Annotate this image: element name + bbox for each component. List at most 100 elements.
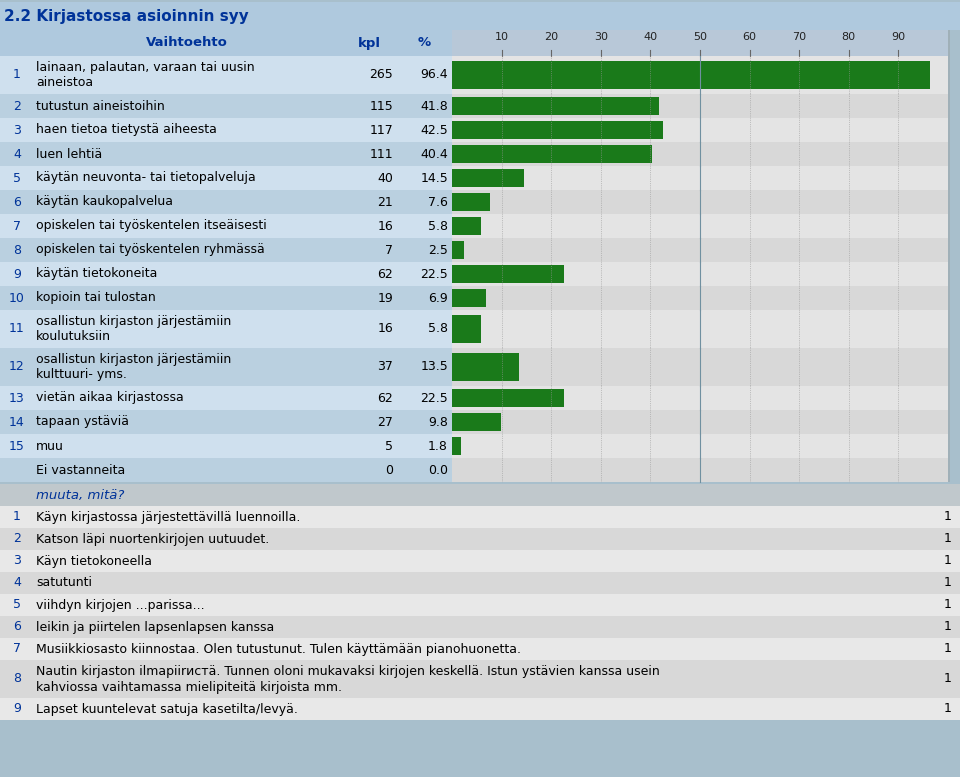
Bar [0,484,960,506]
Text: 27: 27 [377,416,393,428]
Text: haen tietoa tietystä aiheesta: haen tietoa tietystä aiheesta [36,124,217,137]
Bar [0,94,452,118]
Text: 10: 10 [494,32,509,42]
Text: satutunti: satutunti [36,577,92,590]
Bar [452,386,948,410]
Bar [0,142,452,166]
Text: osallistun kirjaston järjestämiin: osallistun kirjaston järjestämiin [36,315,231,328]
Text: tapaan ystäviä: tapaan ystäviä [36,416,129,428]
Text: 2: 2 [13,99,21,113]
Bar [452,193,490,211]
Bar [452,61,930,89]
Text: 5: 5 [385,440,393,452]
Text: käytän kaukopalvelua: käytän kaukopalvelua [36,196,173,208]
Text: 6: 6 [13,621,21,633]
Bar [0,528,960,550]
Text: 1: 1 [944,577,952,590]
Text: 40: 40 [643,32,658,42]
Bar [452,413,500,431]
Text: 9.8: 9.8 [428,416,448,428]
Bar [0,118,452,142]
Text: 4: 4 [13,577,21,590]
Text: 20: 20 [544,32,559,42]
Bar [452,169,524,187]
Text: 4: 4 [13,148,21,161]
Bar [452,388,564,407]
Text: 265: 265 [370,68,393,82]
Text: 37: 37 [377,361,393,374]
Bar [452,241,465,259]
Bar [0,638,960,660]
Text: 3: 3 [13,124,21,137]
Bar [452,310,948,348]
Text: 3: 3 [13,555,21,567]
Text: 115: 115 [370,99,393,113]
Bar [0,616,960,638]
Bar [948,30,950,482]
Text: 22.5: 22.5 [420,392,448,405]
Text: 1: 1 [944,555,952,567]
Text: 9: 9 [13,702,21,716]
Bar [0,572,960,594]
Bar [452,166,948,190]
Bar [0,660,960,698]
Text: leikin ja piirtelen lapsenlapsen kanssa: leikin ja piirtelen lapsenlapsen kanssa [36,621,275,633]
Bar [0,550,960,572]
Bar [0,506,960,528]
Bar [452,121,662,139]
Bar [452,315,481,343]
Text: 40.4: 40.4 [420,148,448,161]
Text: 1: 1 [944,532,952,545]
Bar [0,286,452,310]
Bar [0,458,452,482]
Bar [0,238,452,262]
Text: 30: 30 [594,32,608,42]
Text: 40: 40 [377,172,393,184]
Text: 1: 1 [944,702,952,716]
Text: 117: 117 [370,124,393,137]
Text: tutustun aineistoihin: tutustun aineistoihin [36,99,165,113]
Text: %: % [418,37,431,50]
Text: muu: muu [36,440,64,452]
Bar [0,30,452,56]
Text: 11: 11 [10,322,25,336]
Bar [0,348,452,386]
Bar [452,238,948,262]
Text: 1: 1 [944,598,952,611]
Text: 15: 15 [9,440,25,452]
Text: kpl: kpl [358,37,381,50]
Text: Käyn kirjastossa järjestettävillä luennoilla.: Käyn kirjastossa järjestettävillä luenno… [36,510,300,524]
Text: 42.5: 42.5 [420,124,448,137]
Text: Musiikkiosasto kiinnostaa. Olen tutustunut. Tulen käyttämään pianohuonetta.: Musiikkiosasto kiinnostaa. Olen tutustun… [36,643,521,656]
Text: Vaihtoehto: Vaihtoehto [146,37,228,50]
Text: vietän aikaa kirjastossa: vietän aikaa kirjastossa [36,392,183,405]
Text: käytän tietokoneita: käytän tietokoneita [36,267,157,280]
Text: 5.8: 5.8 [428,322,448,336]
Bar [0,386,452,410]
Text: 1.8: 1.8 [428,440,448,452]
Text: 111: 111 [370,148,393,161]
Text: 1: 1 [944,510,952,524]
Text: Käyn tietokoneella: Käyn tietokoneella [36,555,152,567]
Text: 12: 12 [10,361,25,374]
Bar [452,458,948,482]
Bar [0,310,452,348]
Text: Nautin kirjaston ilmapiirистä. Tunnen oloni mukavaksi kirjojen keskellä. Istun y: Nautin kirjaston ilmapiirистä. Tunnen ol… [36,665,660,678]
Text: 5: 5 [13,172,21,184]
Text: 1: 1 [13,68,21,82]
Text: viihdyn kirjojen ...parissa...: viihdyn kirjojen ...parissa... [36,598,204,611]
Text: 14.5: 14.5 [420,172,448,184]
Text: 7.6: 7.6 [428,196,448,208]
Text: 96.4: 96.4 [420,68,448,82]
Bar [452,217,481,235]
Text: 8: 8 [13,243,21,256]
Text: 9: 9 [13,267,21,280]
Text: 2.5: 2.5 [428,243,448,256]
Bar [452,353,519,382]
Text: 10: 10 [9,291,25,305]
Text: koulutuksiin: koulutuksiin [36,330,111,343]
Text: Katson läpi nuortenkirjojen uutuudet.: Katson läpi nuortenkirjojen uutuudet. [36,532,269,545]
Bar [452,118,948,142]
Text: 6.9: 6.9 [428,291,448,305]
Bar [452,214,948,238]
